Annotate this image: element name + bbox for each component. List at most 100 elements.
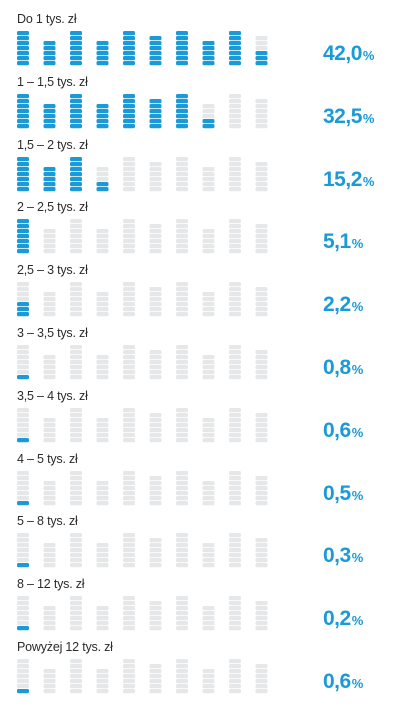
coin-empty <box>255 427 268 432</box>
coin-empty <box>17 292 29 297</box>
coin-filled <box>17 689 29 694</box>
coin-stack-icon <box>17 219 29 254</box>
value-label: 5,1% <box>323 230 363 254</box>
coin-empty <box>176 249 188 254</box>
coin-empty <box>149 161 162 166</box>
coin-empty <box>149 611 162 616</box>
coin-empty <box>70 601 82 606</box>
coin-empty <box>202 548 215 553</box>
value-number: 5,1 <box>323 230 351 254</box>
coin-filled <box>176 41 188 46</box>
coin-empty <box>229 355 241 360</box>
coin-empty <box>123 437 135 442</box>
coin-empty <box>149 475 162 480</box>
coin-empty <box>176 407 188 412</box>
coin-empty <box>70 412 82 417</box>
coin-stack-icon <box>176 470 188 505</box>
coin-empty <box>123 500 135 505</box>
coin-stack-icon <box>96 229 109 254</box>
coin-stack-bar <box>17 470 268 505</box>
coin-empty <box>176 553 188 558</box>
coin-stack-icon <box>43 103 56 128</box>
coin-filled <box>149 118 162 123</box>
coin-stack-icon <box>17 659 29 694</box>
coin-empty <box>229 171 241 176</box>
coin-filled <box>17 626 29 631</box>
coin-filled <box>17 103 29 108</box>
coin-empty <box>123 224 135 229</box>
coin-filled <box>17 166 29 171</box>
coin-empty <box>43 606 56 611</box>
coin-empty <box>255 312 268 317</box>
coin-empty <box>123 171 135 176</box>
coin-filled <box>176 113 188 118</box>
coin-empty <box>70 355 82 360</box>
coin-empty <box>255 103 268 108</box>
coin-empty <box>123 307 135 312</box>
coin-stack-bar <box>17 156 268 191</box>
coin-filled <box>43 103 56 108</box>
coin-filled <box>17 500 29 505</box>
coin-empty <box>70 287 82 292</box>
coin-stack-icon <box>149 36 162 66</box>
coin-empty <box>202 616 215 621</box>
coin-stack-icon <box>17 31 29 66</box>
coin-empty <box>229 437 241 442</box>
coin-stack-icon <box>229 156 241 191</box>
coin-empty <box>149 480 162 485</box>
coin-empty <box>43 500 56 505</box>
coin-empty <box>70 365 82 370</box>
value-unit: % <box>362 48 375 63</box>
coin-filled <box>149 108 162 113</box>
coin-empty <box>229 375 241 380</box>
coin-empty <box>70 485 82 490</box>
coin-stack-icon <box>202 669 215 694</box>
coin-stack-icon <box>70 407 82 442</box>
coin-empty <box>17 533 29 538</box>
category-label: 4 – 5 tys. zł <box>17 451 78 466</box>
coin-empty <box>17 674 29 679</box>
coin-filled <box>229 56 241 61</box>
coin-stack-icon <box>229 31 241 66</box>
coin-filled <box>70 118 82 123</box>
coin-empty <box>255 669 268 674</box>
coin-empty <box>123 543 135 548</box>
coin-filled <box>229 61 241 66</box>
coin-stack-icon <box>123 407 135 442</box>
coin-empty <box>176 606 188 611</box>
coin-empty <box>255 412 268 417</box>
coin-empty <box>176 427 188 432</box>
coin-empty <box>123 470 135 475</box>
category-label: 5 – 8 tys. zł <box>17 514 78 529</box>
coin-stack-icon <box>202 543 215 568</box>
value-number: 0,5 <box>323 481 351 505</box>
category-row: 3,5 – 4 tys. zł 0,6% <box>0 389 400 451</box>
coin-empty <box>149 287 162 292</box>
coin-filled <box>17 31 29 36</box>
coin-stack-icon <box>17 407 29 442</box>
coin-empty <box>123 480 135 485</box>
coin-filled <box>70 181 82 186</box>
coin-empty <box>176 621 188 626</box>
coin-stack-icon <box>149 350 162 380</box>
coin-empty <box>149 370 162 375</box>
coin-empty <box>70 679 82 684</box>
coin-stack-icon <box>149 161 162 191</box>
coin-stack-icon <box>229 470 241 505</box>
coin-empty <box>17 490 29 495</box>
category-row: 4 – 5 tys. zł 0,5% <box>0 452 400 514</box>
coin-empty <box>96 375 109 380</box>
coin-empty <box>255 689 268 694</box>
coin-stack-icon <box>229 93 241 128</box>
coin-filled <box>43 51 56 56</box>
coin-empty <box>149 490 162 495</box>
value-number: 2,2 <box>323 293 351 317</box>
coin-empty <box>43 558 56 563</box>
coin-empty <box>17 611 29 616</box>
coin-stack-icon <box>17 156 29 191</box>
coin-empty <box>149 302 162 307</box>
coin-empty <box>255 244 268 249</box>
coin-filled <box>149 36 162 41</box>
coin-filled <box>123 31 135 36</box>
coin-empty <box>123 156 135 161</box>
